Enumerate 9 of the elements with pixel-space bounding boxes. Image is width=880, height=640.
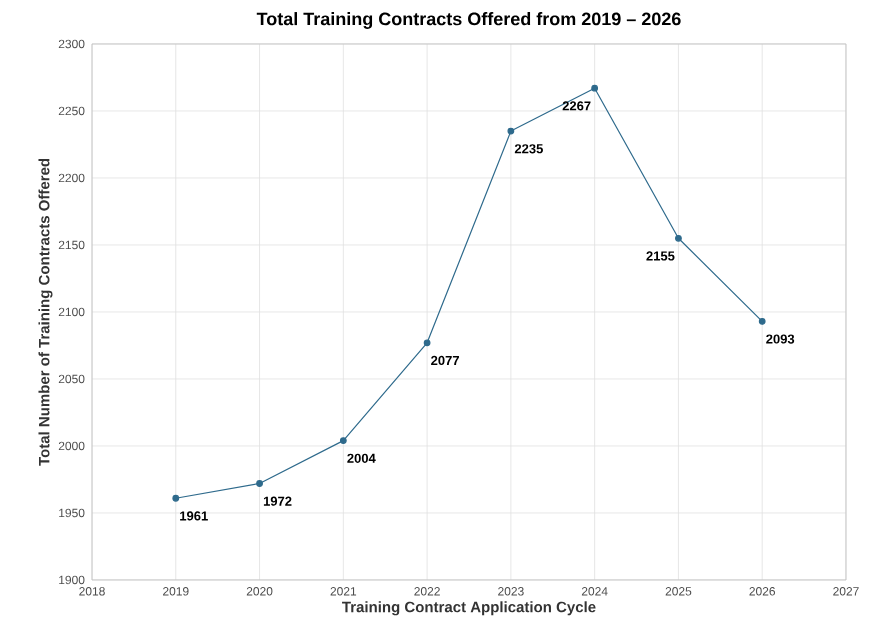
point <box>758 317 766 325</box>
point <box>256 480 263 487</box>
point <box>423 339 431 347</box>
point <box>507 127 515 135</box>
point <box>591 84 599 92</box>
point <box>339 437 347 445</box>
point <box>675 234 682 242</box>
chart-title: Total Training Contracts Offered from 2019 – 2026 <box>256 12 681 29</box>
point <box>172 494 180 502</box>
